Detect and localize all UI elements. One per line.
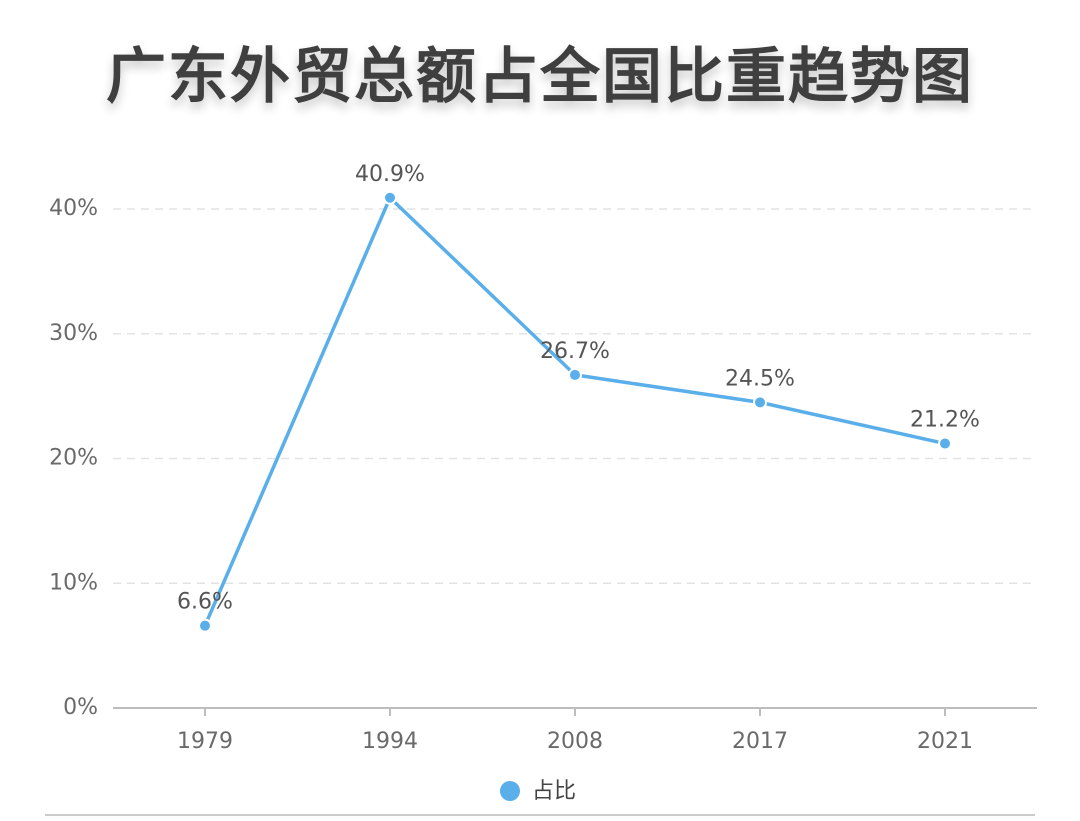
- data-point: [568, 367, 582, 382]
- legend-marker: [500, 781, 520, 801]
- data-point: [383, 190, 397, 205]
- data-labels: 6.6% 40.9% 26.7% 24.5% 21.2%: [177, 162, 980, 615]
- data-label: 26.7%: [540, 339, 610, 364]
- x-tick-label: 2008: [547, 729, 603, 754]
- data-label: 6.6%: [177, 590, 233, 615]
- y-axis-ticks: 0% 10% 20% 30% 40%: [49, 196, 98, 720]
- data-point: [198, 618, 212, 633]
- x-tick-label: 1994: [362, 729, 418, 754]
- y-tick-label: 30%: [49, 321, 98, 346]
- gridlines: [113, 208, 1037, 584]
- x-tick-label: 2017: [732, 729, 788, 754]
- data-label: 40.9%: [355, 162, 425, 187]
- data-point: [938, 436, 952, 451]
- chart-title: 广东外贸总额占全国比重趋势图: [106, 42, 974, 112]
- data-points: [198, 190, 952, 633]
- legend: 占比: [500, 779, 576, 804]
- y-tick-label: 40%: [49, 196, 98, 221]
- data-label: 24.5%: [725, 366, 795, 391]
- data-point: [753, 395, 767, 410]
- x-tick-label: 2021: [917, 729, 973, 754]
- y-tick-label: 20%: [49, 446, 98, 471]
- y-tick-label: 0%: [63, 695, 98, 720]
- legend-label: 占比: [532, 779, 576, 804]
- data-label: 21.2%: [910, 408, 980, 433]
- x-tick-label: 1979: [177, 729, 233, 754]
- series-line: [203, 196, 946, 627]
- x-axis-ticks: 1979 1994 2008 2017 2021: [177, 708, 973, 754]
- y-tick-label: 10%: [49, 570, 98, 595]
